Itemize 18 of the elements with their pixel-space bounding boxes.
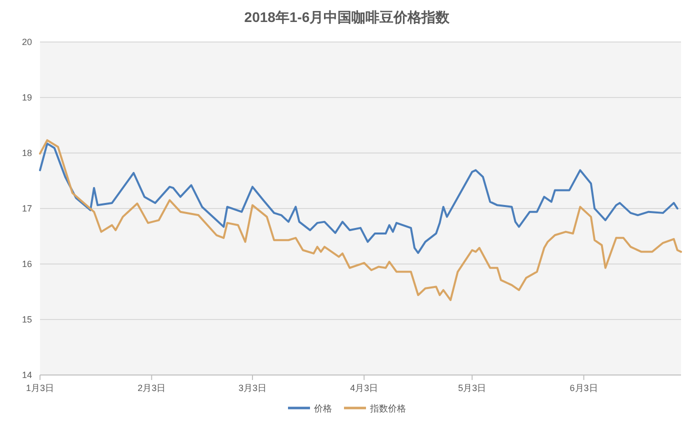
legend-label: 指数价格 (369, 404, 406, 414)
line-series (39, 142, 678, 254)
line-series (39, 139, 682, 302)
y-tick-label: 14 (22, 370, 32, 380)
x-tick-label: 6月3日 (570, 383, 598, 393)
y-tick-label: 16 (22, 259, 32, 269)
chart-title: 2018年1-6月中国咖啡豆价格指数 (244, 9, 451, 25)
y-tick-label: 19 (22, 92, 32, 102)
x-tick-label: 1月3日 (26, 383, 54, 393)
x-tick-label: 3月3日 (238, 383, 266, 393)
y-tick-label: 15 (22, 314, 32, 324)
x-tick-label: 4月3日 (350, 383, 378, 393)
legend-label: 价格 (313, 404, 332, 414)
y-tick-label: 17 (22, 204, 32, 214)
y-tick-label: 20 (22, 37, 32, 47)
x-tick-label: 5月3日 (458, 383, 486, 393)
y-tick-label: 18 (22, 148, 32, 158)
x-tick-label: 2月3日 (138, 383, 166, 393)
